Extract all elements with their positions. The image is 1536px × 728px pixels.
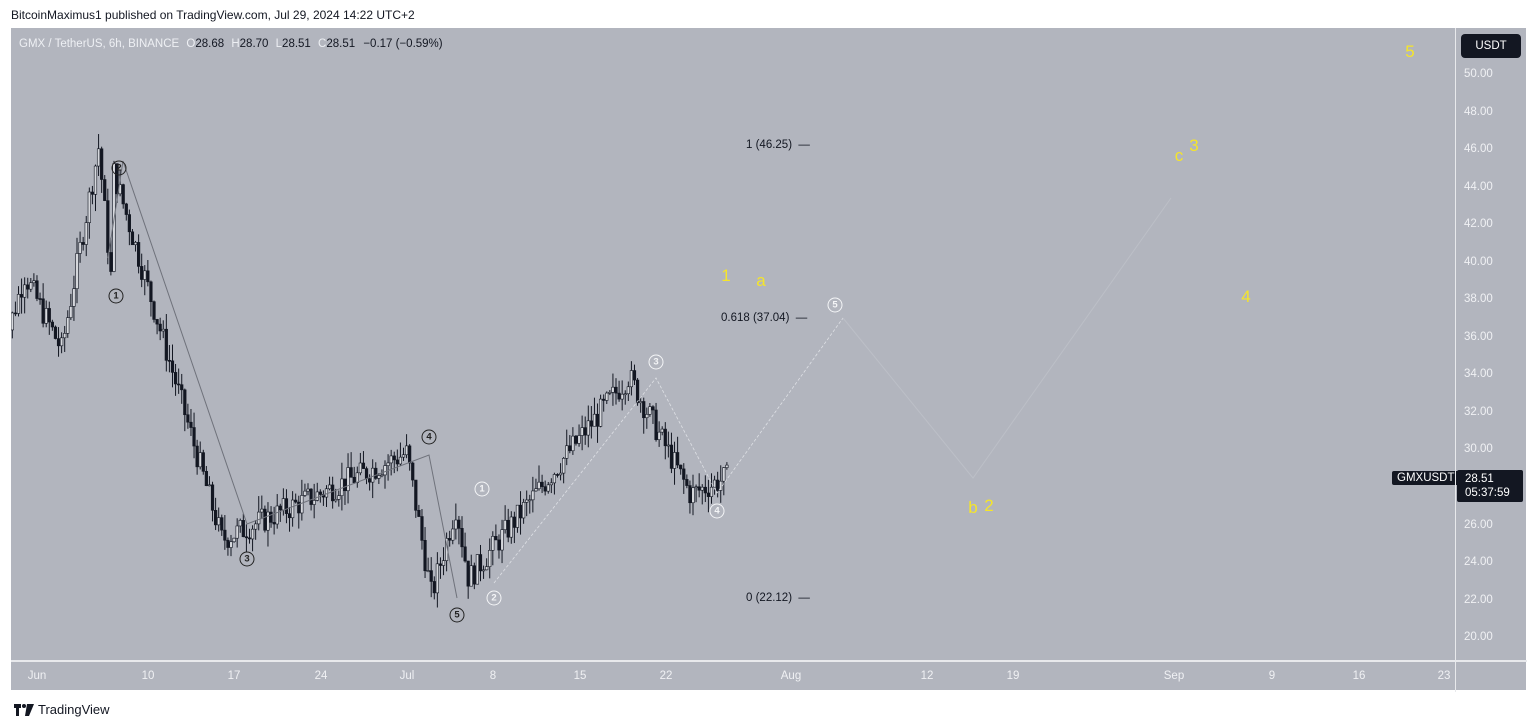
open-value: 28.68 [195,38,225,50]
wave-label-light-5[interactable]: 5 [827,297,843,313]
wave-label-light-4[interactable]: 4 [709,503,725,519]
time-tick: 24 [314,670,328,682]
time-tick: 17 [227,670,241,682]
wave-label-yellow-c[interactable]: c [1174,146,1184,165]
price-tick: 48.00 [1464,106,1493,118]
price-tick: 50.00 [1464,68,1493,80]
price-tick: 30.00 [1464,443,1493,455]
time-tick: 9 [1268,670,1276,682]
time-tick: 19 [1006,670,1020,682]
time-tick: Sep [1163,670,1185,682]
time-tick: 16 [1352,670,1366,682]
wave-label-yellow-3[interactable]: 3 [1189,136,1199,155]
price-tick: 32.00 [1464,406,1493,418]
symbol-title: GMX / TetherUS, 6h, BINANCE [19,38,180,50]
wave-label-light-3[interactable]: 3 [648,354,664,370]
price-tick: 20.00 [1464,631,1493,643]
close-value: 28.51 [326,38,356,50]
price-tick: 46.00 [1464,143,1493,155]
price-tick: 22.00 [1464,594,1493,606]
wave-label-yellow-a[interactable]: a [756,271,766,290]
wave-label-dark-5[interactable]: 5 [449,607,465,623]
fib-level-1[interactable]: 1 (46.25) — [746,139,810,151]
time-tick: 15 [573,670,587,682]
wave-label-dark-3[interactable]: 3 [239,551,255,567]
last-price-value: 28.51 [1465,473,1494,485]
wave-label-yellow-1[interactable]: 1 [721,266,731,285]
change-value: −0.17 (−0.59%) [363,38,443,50]
tradingview-logo-icon [14,703,34,716]
time-tick: Jul [399,670,415,682]
time-tick: 8 [489,670,497,682]
wave-label-dark-2[interactable]: 2 [111,160,127,176]
publish-info: BitcoinMaximus1 published on TradingView… [11,8,415,22]
chart-container[interactable]: GMX / TetherUS, 6h, BINANCE O28.68 H28.7… [11,28,1527,692]
price-tick: 40.00 [1464,256,1493,268]
candlestick-chart[interactable] [11,28,1455,660]
price-tick: 26.00 [1464,519,1493,531]
time-tick: Jun [27,670,47,682]
time-tick: Aug [780,670,802,682]
bar-countdown: 05:37:59 [1465,487,1510,499]
currency-unit-button[interactable]: USDT [1461,34,1521,58]
chart-plot-area[interactable]: GMX / TetherUS, 6h, BINANCE O28.68 H28.7… [11,28,1460,660]
fib-level-0618[interactable]: 0.618 (37.04) — [721,312,808,324]
wave-label-yellow-4[interactable]: 4 [1241,287,1251,306]
price-axis[interactable]: USDT 50.00 48.00 46.00 44.00 42.00 40.00… [1455,28,1527,660]
symbol-price-tag: GMXUSDT [1392,471,1460,485]
low-value: 28.51 [282,38,311,50]
price-tick: 44.00 [1464,181,1493,193]
wave-label-dark-4[interactable]: 4 [421,429,437,445]
price-tick: 38.00 [1464,293,1493,305]
wave-label-light-2[interactable]: 2 [486,590,502,606]
time-tick: 12 [920,670,934,682]
price-tick: 34.00 [1464,368,1493,380]
price-tick: 42.00 [1464,218,1493,230]
wave-label-yellow-b[interactable]: b [968,498,978,517]
time-tick: 22 [659,670,673,682]
wave-label-light-1[interactable]: 1 [474,481,490,497]
price-tick: 36.00 [1464,331,1493,343]
symbol-legend: GMX / TetherUS, 6h, BINANCE O28.68 H28.7… [19,38,443,50]
footer-brand: TradingView [14,702,110,717]
footer-brand-text: TradingView [38,702,110,717]
wave-label-yellow-2[interactable]: 2 [984,496,994,515]
time-axis[interactable]: Jun 10 17 24 Jul 8 15 22 Aug 12 19 Sep 9… [11,660,1455,692]
high-value: 28.70 [239,38,269,50]
wave-label-dark-1[interactable]: 1 [108,288,124,304]
wave-label-yellow-5[interactable]: 5 [1405,42,1415,61]
axis-corner [1455,660,1527,692]
time-tick: 10 [141,670,155,682]
fib-level-0[interactable]: 0 (22.12) — [746,592,810,604]
price-tick: 24.00 [1464,556,1493,568]
time-tick: 23 [1437,670,1451,682]
last-price-label: 28.51 05:37:59 [1457,470,1523,502]
